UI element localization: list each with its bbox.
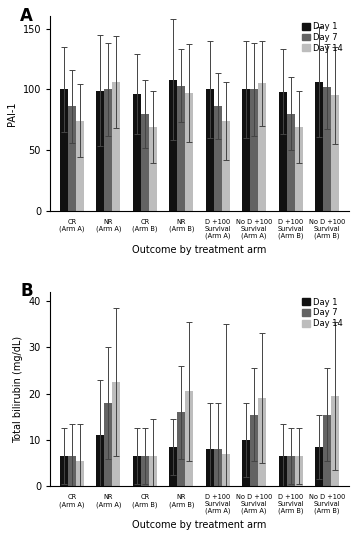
Bar bbox=[242, 440, 250, 487]
Bar bbox=[222, 121, 230, 211]
Bar bbox=[96, 91, 104, 211]
Bar bbox=[104, 89, 112, 211]
Bar bbox=[287, 456, 295, 487]
Bar bbox=[185, 391, 193, 487]
Y-axis label: PAI-1: PAI-1 bbox=[7, 101, 17, 126]
Bar bbox=[141, 456, 149, 487]
Bar bbox=[169, 447, 177, 487]
Bar bbox=[222, 454, 230, 487]
Bar bbox=[287, 114, 295, 211]
Bar bbox=[133, 456, 141, 487]
Bar bbox=[323, 415, 331, 487]
Bar bbox=[258, 398, 266, 487]
Bar bbox=[112, 382, 120, 487]
Legend: Day 1, Day 7, Day 14: Day 1, Day 7, Day 14 bbox=[300, 20, 345, 54]
Bar bbox=[104, 403, 112, 487]
Bar bbox=[295, 127, 303, 211]
Bar bbox=[185, 93, 193, 211]
Bar bbox=[315, 82, 323, 211]
Bar bbox=[323, 87, 331, 211]
Bar bbox=[177, 86, 185, 211]
Bar bbox=[242, 89, 250, 211]
Bar bbox=[331, 396, 339, 487]
Bar bbox=[141, 114, 149, 211]
Bar bbox=[250, 415, 258, 487]
Bar bbox=[96, 436, 104, 487]
Bar bbox=[76, 121, 84, 211]
Text: A: A bbox=[20, 6, 33, 25]
Bar bbox=[60, 456, 68, 487]
Bar bbox=[206, 89, 214, 211]
Bar bbox=[169, 79, 177, 211]
Bar bbox=[258, 83, 266, 211]
Bar bbox=[133, 94, 141, 211]
Bar bbox=[206, 449, 214, 487]
Bar bbox=[279, 456, 287, 487]
Bar bbox=[214, 449, 222, 487]
Bar bbox=[279, 92, 287, 211]
Y-axis label: Total bilirubin (mg/dL): Total bilirubin (mg/dL) bbox=[13, 336, 23, 442]
Bar bbox=[331, 96, 339, 211]
Bar bbox=[68, 106, 76, 211]
Bar bbox=[149, 127, 157, 211]
Text: B: B bbox=[20, 282, 33, 300]
Bar bbox=[250, 89, 258, 211]
Bar bbox=[295, 456, 303, 487]
X-axis label: Outcome by treatment arm: Outcome by treatment arm bbox=[132, 520, 267, 530]
Bar bbox=[214, 106, 222, 211]
Bar bbox=[177, 412, 185, 487]
X-axis label: Outcome by treatment arm: Outcome by treatment arm bbox=[132, 245, 267, 255]
Legend: Day 1, Day 7, Day 14: Day 1, Day 7, Day 14 bbox=[300, 296, 345, 330]
Bar bbox=[60, 89, 68, 211]
Bar bbox=[76, 461, 84, 487]
Bar bbox=[68, 456, 76, 487]
Bar bbox=[112, 82, 120, 211]
Bar bbox=[315, 447, 323, 487]
Bar bbox=[149, 456, 157, 487]
